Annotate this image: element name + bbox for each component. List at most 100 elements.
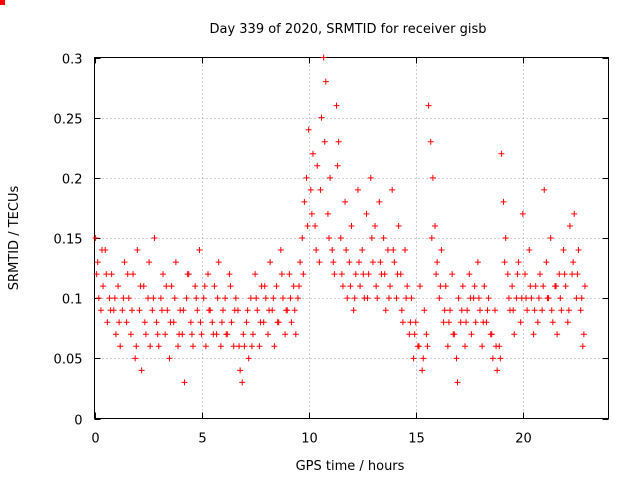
data-point: [286, 271, 293, 278]
data-point: [408, 295, 415, 302]
data-point: [188, 331, 195, 338]
data-point: [180, 307, 187, 314]
data-point: [282, 331, 289, 338]
data-point: [123, 319, 130, 326]
data-point: [155, 343, 162, 350]
data-point: [532, 283, 539, 290]
data-point: [147, 343, 154, 350]
data-point: [262, 295, 269, 302]
data-point: [266, 307, 273, 314]
data-point: [577, 307, 584, 314]
data-point: [98, 247, 105, 254]
data-point: [130, 271, 137, 278]
data-point: [500, 198, 507, 205]
data-point: [205, 271, 212, 278]
data-point: [154, 331, 161, 338]
data-point: [316, 259, 323, 266]
data-point: [97, 307, 104, 314]
data-point: [104, 319, 111, 326]
data-point: [317, 186, 324, 193]
data-point: [196, 247, 203, 254]
data-point: [471, 283, 478, 290]
data-point: [333, 102, 340, 109]
data-point: [434, 259, 441, 266]
data-point: [580, 331, 587, 338]
y-tick-label: 0: [74, 414, 82, 429]
data-point: [513, 295, 520, 302]
data-point: [92, 235, 99, 241]
data-point: [455, 295, 462, 302]
data-point: [320, 54, 327, 61]
data-point: [393, 295, 400, 302]
data-point: [278, 271, 285, 278]
data-point: [351, 295, 358, 302]
data-point: [291, 307, 298, 314]
data-point: [557, 295, 564, 302]
data-point: [300, 271, 307, 278]
data-point: [382, 307, 389, 314]
y-tick-label: 0.25: [54, 113, 83, 128]
data-point: [445, 319, 452, 326]
data-point: [119, 307, 126, 314]
data-point: [352, 271, 359, 278]
x-tick-labels: 0 5 10 15 20: [91, 432, 531, 447]
data-point: [348, 222, 355, 229]
data-point: [107, 307, 114, 314]
data-point: [523, 295, 530, 302]
data-point: [493, 343, 500, 350]
data-point: [94, 259, 101, 266]
data-point: [468, 331, 475, 338]
data-point: [477, 307, 483, 314]
data-point: [578, 295, 585, 302]
data-point: [252, 271, 259, 278]
data-point: [211, 283, 218, 290]
data-point: [167, 319, 174, 326]
data-point: [369, 259, 376, 266]
y-tick-label: 0.3: [62, 53, 83, 68]
data-point: [531, 307, 538, 314]
data-point: [305, 126, 312, 133]
data-point: [541, 186, 548, 193]
data-point: [223, 331, 230, 338]
data-point: [162, 331, 169, 338]
data-point: [565, 307, 572, 314]
data-point: [423, 331, 430, 338]
data-point: [248, 343, 255, 350]
data-point: [491, 307, 498, 314]
x-tick-label: 5: [198, 432, 206, 447]
data-point: [337, 235, 344, 241]
data-point: [309, 150, 316, 157]
data-point: [236, 343, 243, 350]
data-point: [463, 319, 470, 326]
data-point: [176, 331, 183, 338]
data-point: [354, 186, 361, 193]
y-tick-labels: 0 0.05 0.1 0.15 0.2 0.25 0.3: [54, 53, 83, 429]
data-point: [387, 283, 394, 290]
data-point: [571, 210, 578, 217]
data-point: [569, 271, 576, 278]
data-point: [331, 271, 338, 278]
data-point: [575, 247, 582, 254]
data-point: [283, 307, 290, 314]
data-point: [190, 343, 197, 350]
data-point: [424, 343, 431, 350]
data-point: [321, 138, 328, 145]
data-point: [350, 307, 357, 314]
data-point: [573, 295, 580, 302]
grid: [94, 57, 609, 419]
data-point: [570, 259, 577, 266]
data-point: [357, 283, 364, 290]
data-point: [562, 283, 569, 290]
data-point: [556, 271, 563, 278]
data-point: [164, 307, 171, 314]
data-point: [226, 271, 233, 278]
data-point: [484, 307, 491, 314]
data-point: [279, 295, 286, 302]
data-point: [227, 283, 234, 290]
data-point: [526, 247, 533, 254]
y-axis-label: SRMTID / TECUs: [7, 186, 22, 291]
data-point: [111, 295, 118, 302]
data-point: [201, 283, 208, 290]
data-point: [324, 210, 331, 217]
data-point: [427, 138, 434, 145]
